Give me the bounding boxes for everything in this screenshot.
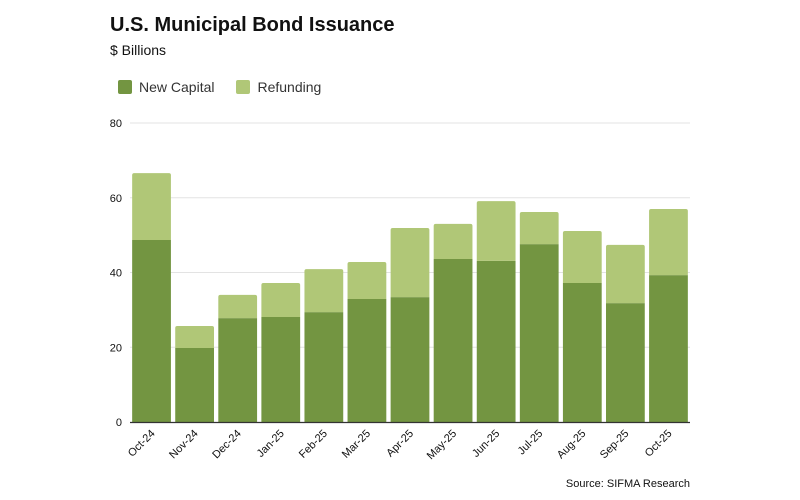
bar-new-capital xyxy=(132,239,171,422)
bar-refunding xyxy=(476,201,516,261)
chart-title: U.S. Municipal Bond Issuance xyxy=(110,14,395,36)
x-tick-label: Apr-25 xyxy=(384,428,416,460)
x-tick-label: Jun-25 xyxy=(470,428,502,460)
bar-refunding xyxy=(347,262,387,300)
bar-refunding xyxy=(175,325,214,348)
bar-refunding xyxy=(304,269,344,313)
y-tick-label: 80 xyxy=(110,118,122,130)
bar-new-capital xyxy=(433,259,473,422)
legend-item-refunding[interactable]: Refunding xyxy=(236,79,321,95)
x-tick-label: Nov-24 xyxy=(167,428,201,462)
y-tick-label: 60 xyxy=(110,193,122,205)
legend-item-new-capital[interactable]: New Capital xyxy=(118,79,214,95)
bar-refunding xyxy=(606,244,645,304)
legend-swatch-new-capital xyxy=(118,80,132,94)
bar-new-capital xyxy=(390,297,430,422)
x-tick-label: May-25 xyxy=(425,428,459,462)
y-tick-label: 20 xyxy=(110,342,122,354)
bar-new-capital xyxy=(261,316,301,422)
x-tick-label: Oct-25 xyxy=(643,428,675,460)
x-tick-label: Sep-25 xyxy=(598,428,632,462)
y-tick-label: 0 xyxy=(116,417,122,429)
bar-new-capital xyxy=(476,260,516,422)
bar-refunding xyxy=(433,223,473,260)
legend-label: Refunding xyxy=(257,79,322,95)
bar-new-capital xyxy=(218,318,258,422)
bar-new-capital xyxy=(175,347,214,422)
legend-swatch-refunding xyxy=(236,80,251,94)
x-tick-label: Jul-25 xyxy=(516,428,546,458)
source-note: Source: SIFMA Research xyxy=(565,478,690,490)
bar-new-capital xyxy=(562,282,602,422)
x-tick-label: Aug-25 xyxy=(555,428,589,462)
bar-new-capital xyxy=(347,299,387,422)
bar-new-capital xyxy=(304,312,344,422)
legend-label: New Capital xyxy=(139,79,215,95)
x-tick-label: Oct-24 xyxy=(126,428,158,460)
bar-refunding xyxy=(132,173,171,240)
x-tick-label: Feb-25 xyxy=(297,428,330,461)
bar-refunding xyxy=(519,211,559,245)
bar-refunding xyxy=(390,228,430,298)
y-tick-label: 40 xyxy=(110,268,122,280)
bar-refunding xyxy=(649,208,688,276)
bar-refunding xyxy=(218,294,258,319)
x-tick-label: Jan-25 xyxy=(255,428,287,460)
chart-subtitle: $ Billions xyxy=(110,42,167,58)
x-tick-label: Mar-25 xyxy=(340,428,373,461)
bar-new-capital xyxy=(649,275,688,422)
bar-new-capital xyxy=(519,244,559,422)
x-tick-label: Dec-24 xyxy=(210,428,244,462)
bar-refunding xyxy=(261,282,301,317)
legend: New Capital Refunding xyxy=(118,79,321,95)
bar-refunding xyxy=(562,231,602,283)
bar-new-capital xyxy=(606,303,645,422)
